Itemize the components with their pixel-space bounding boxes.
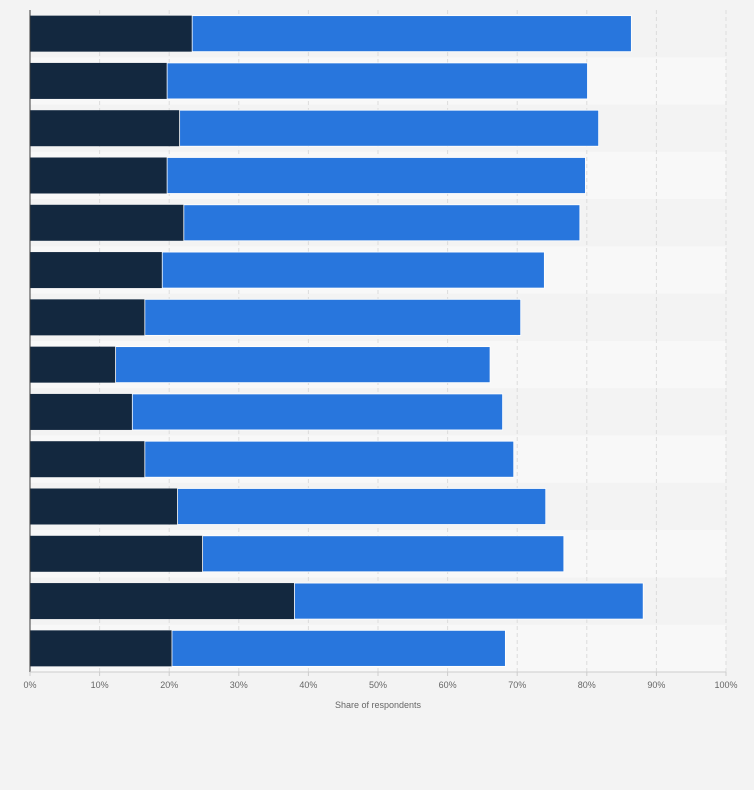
bar-segment-series-2[interactable] bbox=[144, 298, 522, 336]
bars bbox=[30, 15, 644, 667]
x-tick-label: 10% bbox=[91, 680, 109, 690]
bar-segment-series-1[interactable] bbox=[30, 441, 145, 478]
gridlines bbox=[99, 10, 727, 672]
bar-segment-series-2[interactable] bbox=[115, 346, 491, 384]
bar-segment-series-2[interactable] bbox=[161, 251, 545, 289]
x-axis-title: Share of respondents bbox=[335, 700, 422, 710]
bar-segment-series-2[interactable] bbox=[171, 629, 506, 667]
x-tick-label: 30% bbox=[230, 680, 248, 690]
bar-segment-series-1[interactable] bbox=[30, 346, 116, 383]
x-tick-label: 70% bbox=[508, 680, 526, 690]
bar-segment-series-1[interactable] bbox=[30, 157, 168, 194]
x-tick-label: 50% bbox=[369, 680, 387, 690]
bar-segment-series-2[interactable] bbox=[144, 440, 515, 478]
bar-segment-series-2[interactable] bbox=[131, 393, 503, 431]
bar-segment-series-1[interactable] bbox=[30, 62, 168, 99]
bar-segment-series-1[interactable] bbox=[30, 630, 172, 667]
x-axis-ticks: 0% 10% 20% 30% 40% 50% 60% 70% 80% 90% 100% bbox=[23, 672, 738, 690]
bar-segment-series-2[interactable] bbox=[166, 157, 586, 194]
bar-segment-series-2[interactable] bbox=[191, 15, 632, 53]
x-tick-label: 20% bbox=[160, 680, 178, 690]
bar-segment-series-1[interactable] bbox=[30, 535, 203, 572]
x-tick-label: 90% bbox=[647, 680, 665, 690]
bar-segment-series-1[interactable] bbox=[30, 393, 133, 430]
bar-segment-series-1[interactable] bbox=[30, 488, 178, 525]
x-tick-label: 100% bbox=[714, 680, 737, 690]
x-tick-label: 0% bbox=[23, 680, 36, 690]
bar-segment-series-1[interactable] bbox=[30, 15, 193, 52]
bar-segment-series-1[interactable] bbox=[30, 583, 295, 620]
bar-segment-series-1[interactable] bbox=[30, 299, 145, 336]
bar-segment-series-2[interactable] bbox=[166, 62, 588, 100]
bar-segment-series-1[interactable] bbox=[30, 110, 180, 147]
x-tick-label: 40% bbox=[299, 680, 317, 690]
bar-segment-series-2[interactable] bbox=[183, 204, 581, 242]
x-axis: 0% 10% 20% 30% 40% 50% 60% 70% 80% 90% 100% bbox=[23, 10, 738, 690]
bar-segment-series-2[interactable] bbox=[177, 488, 547, 525]
bar-segment-series-2[interactable] bbox=[179, 109, 600, 147]
bar-segment-series-2[interactable] bbox=[202, 535, 565, 573]
x-tick-label: 80% bbox=[578, 680, 596, 690]
x-tick-label: 60% bbox=[439, 680, 457, 690]
bar-segment-series-1[interactable] bbox=[30, 204, 184, 241]
bar-segment-series-2[interactable] bbox=[294, 582, 644, 620]
bar-segment-series-1[interactable] bbox=[30, 252, 163, 289]
